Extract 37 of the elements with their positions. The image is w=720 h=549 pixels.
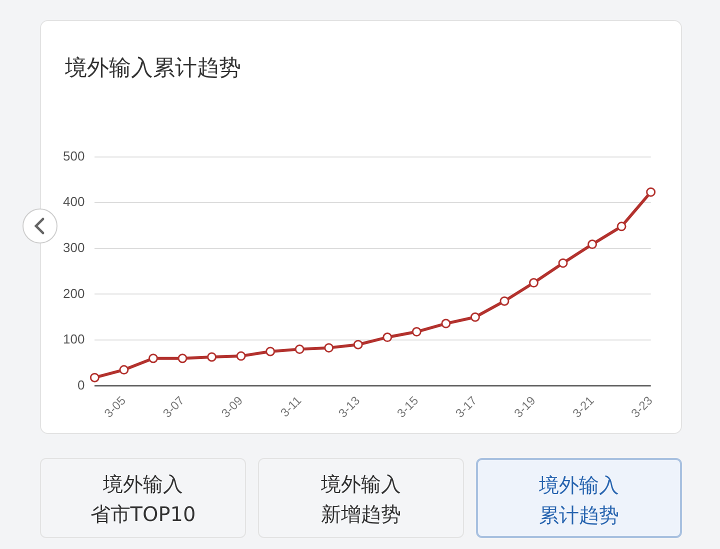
point (470, 312, 480, 322)
point (558, 258, 568, 268)
point (148, 354, 158, 364)
x-tick-label: 3-19 (511, 393, 538, 420)
text: 境外输入 (320, 471, 402, 498)
point (441, 318, 451, 328)
text: 累计趋势 (538, 502, 620, 529)
point (616, 222, 626, 232)
text: 境外输入 (102, 471, 184, 498)
point (119, 365, 129, 375)
point (178, 354, 188, 364)
point (324, 343, 334, 353)
point (236, 351, 246, 361)
x-tick-label: 3-11 (278, 393, 304, 420)
x-tick-label: 3-09 (218, 393, 246, 420)
point (382, 332, 392, 342)
point (646, 187, 656, 197)
text: 省市TOP10 (89, 501, 197, 528)
point (266, 346, 276, 356)
point (294, 344, 304, 354)
text: 境外输入 (538, 472, 620, 499)
text: 新增趋势 (320, 501, 402, 528)
y-tick-label: 0 (77, 377, 85, 392)
y-tick-label: 300 (62, 240, 85, 255)
point (500, 296, 510, 306)
point (412, 327, 422, 337)
y-tick-label: 500 (62, 148, 85, 164)
point (588, 240, 598, 250)
y-tick-label: 100 (62, 332, 85, 347)
point (353, 340, 363, 350)
point (528, 278, 538, 288)
chart-title: 境外输入累计趋势 (65, 55, 241, 83)
y-tick-label: 200 (62, 286, 85, 301)
point (207, 352, 217, 362)
point (90, 372, 100, 382)
y-tick-label: 400 (62, 194, 85, 210)
x-tick-label: 3-21 (570, 393, 597, 420)
